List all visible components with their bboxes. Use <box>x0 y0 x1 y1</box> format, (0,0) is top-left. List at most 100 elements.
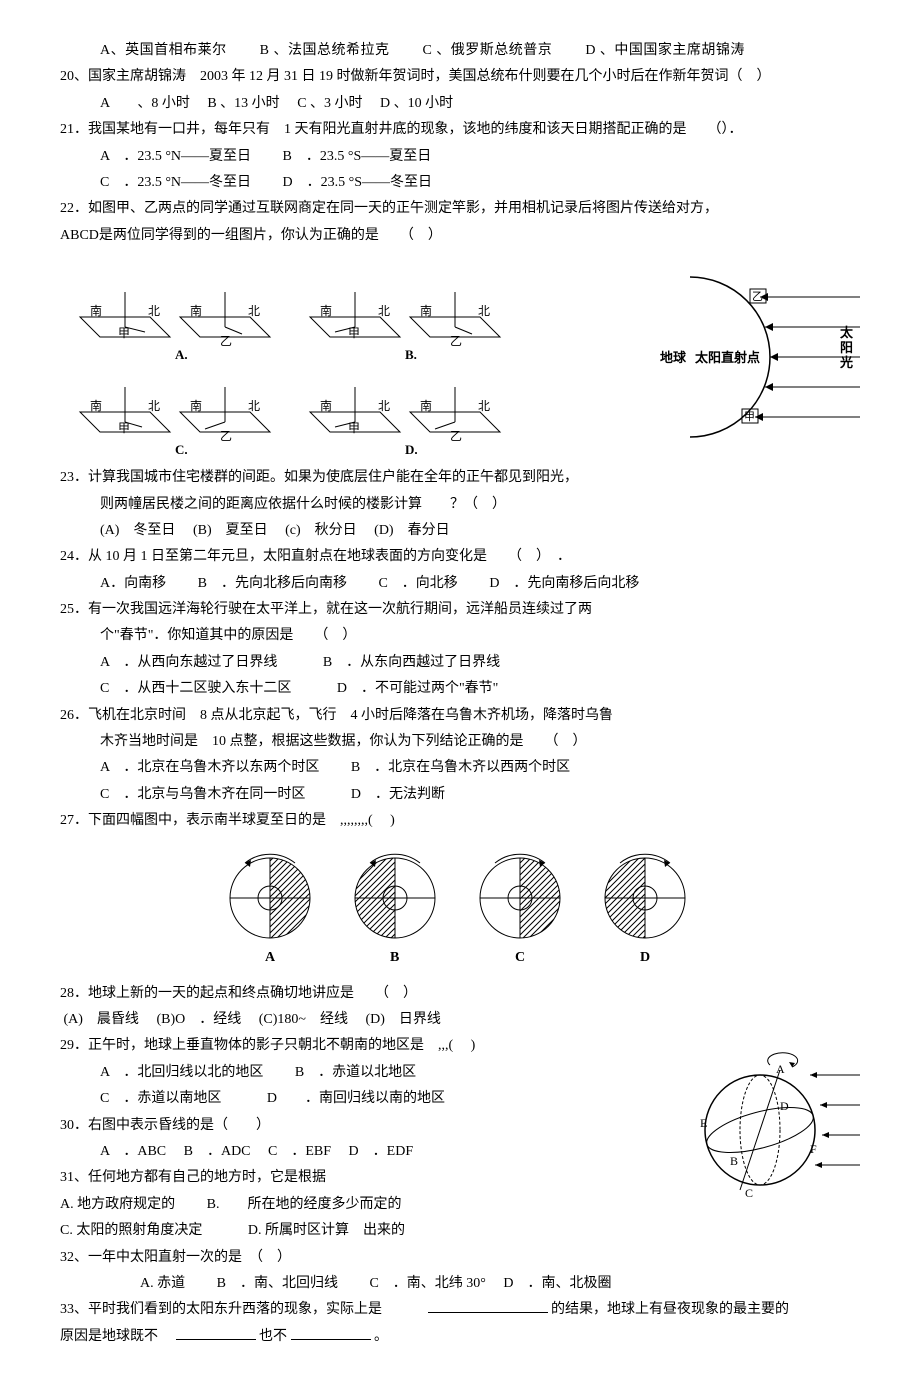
q21-opt-d: D ．23.5 °S——冬至日 <box>283 175 433 190</box>
q28-opt-d: (D) 日界线 <box>365 1012 440 1027</box>
svg-text:B: B <box>390 950 399 965</box>
q20-opt-c: C 、3 小时 <box>297 96 362 111</box>
q23-text1: 23．计算我国城市住宅楼群的间距。如果为使底层住户能在全年的正午都见到阳光， <box>60 467 860 489</box>
svg-text:D.: D. <box>405 442 418 457</box>
q33-text1: 33、平时我们看到的太阳东升西落的现象，实际上是 <box>60 1302 382 1317</box>
svg-text:南: 南 <box>320 303 332 318</box>
svg-text:北: 北 <box>148 399 160 413</box>
q22-earth-svg: 乙 甲 地球 太阳直射点 太 阳 光 <box>660 267 860 447</box>
q31-row1: A. 地方政府规定的 B. 所在地的经度多少而定的 <box>60 1194 670 1216</box>
q25-opt-b: B ．从东向西越过了日界线 <box>323 655 500 670</box>
q29-text: 29．正午时，地球上垂直物体的影子只朝北不朝南的地区是 ,,,( ) <box>60 1035 670 1057</box>
q19-opt-a: A、英国首相布莱尔 <box>100 43 227 58</box>
svg-text:北: 北 <box>478 304 490 318</box>
svg-text:A: A <box>776 1062 785 1076</box>
svg-text:南: 南 <box>190 398 202 413</box>
svg-text:南: 南 <box>90 398 102 413</box>
q23-text2: 则两幢居民楼之间的距离应依据什么时候的楼影计算 ？（ ） <box>60 494 860 516</box>
q21-row2: C ．23.5 °N——冬至日 D ．23.5 °S——冬至日 <box>60 172 860 194</box>
svg-text:乙: 乙 <box>220 334 232 348</box>
q25-row2: C ．从西十二区驶入东十二区 D ．不可能过两个"春节" <box>60 678 860 700</box>
svg-text:D: D <box>640 950 650 965</box>
svg-text:阳: 阳 <box>840 340 853 355</box>
q28-text: 28．地球上新的一天的起点和终点确切地讲应是 （ ） <box>60 983 860 1005</box>
q24-opt-b: B ．先向北移后向南移 <box>198 576 347 591</box>
q31-opt-c: C. 太阳的照射角度决定 <box>60 1223 202 1238</box>
svg-text:太: 太 <box>839 325 854 340</box>
q24-options: A．向南移 B ．先向北移后向南移 C ．向北移 D ．先向南移后向北移 <box>60 573 860 595</box>
q32-opt-d: D ．南、北极圈 <box>503 1276 611 1291</box>
q31-text: 31、任何地方都有自己的地方时，它是根据 <box>60 1167 670 1189</box>
q31-opt-b: B. 所在地的经度多少而定的 <box>207 1197 402 1212</box>
q25-opt-c: C ．从西十二区驶入东十二区 <box>100 681 291 696</box>
q21-row1: A ．23.5 °N——夏至日 B ．23.5 °S——夏至日 <box>60 146 860 168</box>
q33-blank1 <box>428 1312 548 1313</box>
q32-opt-a: A. 赤道 <box>140 1276 185 1291</box>
svg-text:甲: 甲 <box>744 411 755 423</box>
q21-opt-a: A ．23.5 °N——夏至日 <box>100 149 251 164</box>
svg-text:甲: 甲 <box>348 326 360 340</box>
q26-opt-c: C ．北京与乌鲁木齐在同一时区 <box>100 787 305 802</box>
q29-31-block: 29．正午时，地球上垂直物体的影子只朝北不朝南的地区是 ,,,( ) A ．北回… <box>60 1035 860 1246</box>
q30-opt-d: D ．EDF <box>349 1144 414 1159</box>
q29-row2: C ．赤道以南地区 D ．南回归线以南的地区 <box>60 1088 670 1110</box>
svg-text:北: 北 <box>248 304 260 318</box>
q28-opt-c: (C)180~ 经线 <box>259 1012 348 1027</box>
q33-text3: 原因是地球既不 <box>60 1329 158 1344</box>
q31-opt-a: A. 地方政府规定的 <box>60 1197 175 1212</box>
q28-opt-a: (A) 晨昏线 <box>64 1012 139 1027</box>
svg-text:D: D <box>780 1099 789 1113</box>
q30-text: 30．右图中表示昏线的是（ ） <box>60 1115 670 1137</box>
svg-text:太阳直射点: 太阳直射点 <box>694 350 760 365</box>
q24-opt-a: A．向南移 <box>100 576 166 591</box>
q24-text: 24．从 10 月 1 日至第二年元旦，太阳直射点在地球表面的方向变化是 （ ）… <box>60 546 860 568</box>
q33-text5: 。 <box>374 1329 388 1344</box>
q23-opt-b: (B) 夏至日 <box>193 523 268 538</box>
q25-opt-a: A ．从西向东越过了日界线 <box>100 655 277 670</box>
q26-text2: 木齐当地时间是 10 点整，根据这些数据，你认为下列结论正确的是 （ ） <box>60 731 860 753</box>
q26-row1: A ．北京在乌鲁木齐以东两个时区 B ．北京在乌鲁木齐以西两个时区 <box>60 757 860 779</box>
q29-row1: A ．北回归线以北的地区 B ．赤道以北地区 <box>60 1062 670 1084</box>
q33-line2: 原因是地球既不 也不 。 <box>60 1326 860 1348</box>
q27-svg: A B C <box>210 843 710 973</box>
svg-text:C: C <box>745 1186 753 1200</box>
q26-opt-a: A ．北京在乌鲁木齐以东两个时区 <box>100 760 319 775</box>
q20-opt-a: A 、8 小时 <box>100 96 190 111</box>
q22-text1: 22．如图甲、乙两点的同学通过互联网商定在同一天的正午测定竿影，并用相机记录后将… <box>60 198 860 220</box>
q26-text1: 26．飞机在北京时间 8 点从北京起飞，飞行 4 小时后降落在乌鲁木齐机场，降落… <box>60 705 860 727</box>
svg-text:南: 南 <box>90 303 102 318</box>
svg-text:南: 南 <box>420 303 432 318</box>
q25-row1: A ．从西向东越过了日界线 B ．从东向西越过了日界线 <box>60 652 860 674</box>
q32-opt-b: B ．南、北回归线 <box>217 1276 338 1291</box>
q19-options: A、英国首相布莱尔 B 、法国总统希拉克 C 、俄罗斯总统普京 D 、中国国家主… <box>60 40 860 62</box>
svg-text:B.: B. <box>405 347 417 362</box>
q20-text: 20、国家主席胡锦涛 2003 年 12 月 31 日 19 时做新年贺词时，美… <box>60 66 860 88</box>
svg-text:C.: C. <box>175 442 188 457</box>
q30-opt-b: B ．ADC <box>184 1144 251 1159</box>
svg-text:F: F <box>810 1142 817 1156</box>
q19-opt-b: B 、法国总统希拉克 <box>260 43 390 58</box>
q22-abcd-svg: 南 北 甲 南 北 乙 A. 南 北 <box>60 257 520 457</box>
q23-opt-a: (A) 冬至日 <box>100 523 175 538</box>
svg-text:乙: 乙 <box>450 429 462 443</box>
q25-text2: 个"春节"．你知道其中的原因是 （ ） <box>60 625 860 647</box>
svg-text:甲: 甲 <box>348 421 360 435</box>
q26-opt-d: D ．无法判断 <box>351 787 445 802</box>
svg-text:北: 北 <box>248 399 260 413</box>
svg-text:南: 南 <box>190 303 202 318</box>
q19-opt-d: D 、中国国家主席胡锦涛 <box>585 43 745 58</box>
q32-options: A. 赤道 B ．南、北回归线 C ．南、北纬 30° D ．南、北极圈 <box>60 1273 860 1295</box>
q25-text1: 25．有一次我国远洋海轮行驶在太平洋上，就在这一次航行期间，远洋船员连续过了两 <box>60 599 860 621</box>
q31-opt-d: D. 所属时区计算 出来的 <box>248 1223 405 1238</box>
svg-text:乙: 乙 <box>752 290 763 303</box>
q22-text2: ABCD是两位同学得到的一组图片，你认为正确的是 （ ） <box>60 225 860 247</box>
q30-opt-c: C ．EBF <box>268 1144 331 1159</box>
q29-opt-c: C ．赤道以南地区 <box>100 1091 221 1106</box>
q21-opt-c: C ．23.5 °N——冬至日 <box>100 175 251 190</box>
q29-opt-a: A ．北回归线以北的地区 <box>100 1065 263 1080</box>
svg-text:北: 北 <box>148 304 160 318</box>
svg-text:B: B <box>730 1154 738 1168</box>
q19-opt-c: C 、俄罗斯总统普京 <box>422 43 552 58</box>
q26-opt-b: B ．北京在乌鲁木齐以西两个时区 <box>351 760 570 775</box>
svg-text:南: 南 <box>320 398 332 413</box>
